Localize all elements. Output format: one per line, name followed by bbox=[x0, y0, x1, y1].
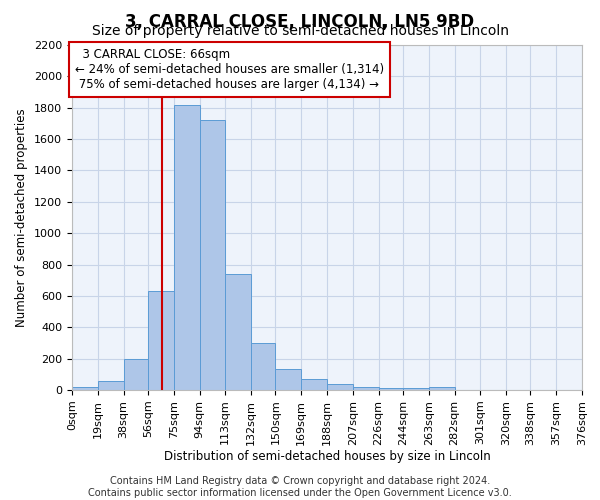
Bar bbox=[225, 274, 251, 390]
Text: 3 CARRAL CLOSE: 66sqm
← 24% of semi-detached houses are smaller (1,314)
 75% of : 3 CARRAL CLOSE: 66sqm ← 24% of semi-deta… bbox=[75, 48, 384, 91]
Bar bbox=[174, 104, 199, 390]
Text: Contains HM Land Registry data © Crown copyright and database right 2024.
Contai: Contains HM Land Registry data © Crown c… bbox=[88, 476, 512, 498]
Bar bbox=[148, 291, 174, 390]
Bar bbox=[251, 343, 275, 390]
Y-axis label: Number of semi-detached properties: Number of semi-detached properties bbox=[16, 108, 28, 327]
Text: Size of property relative to semi-detached houses in Lincoln: Size of property relative to semi-detach… bbox=[91, 24, 509, 38]
Bar bbox=[124, 358, 148, 390]
Bar bbox=[379, 388, 403, 390]
Bar bbox=[98, 382, 124, 390]
Bar bbox=[199, 120, 225, 390]
Bar bbox=[353, 387, 379, 390]
Bar bbox=[403, 388, 429, 390]
Bar bbox=[275, 369, 301, 390]
Bar bbox=[301, 379, 327, 390]
Bar bbox=[327, 384, 353, 390]
Bar bbox=[72, 387, 98, 390]
X-axis label: Distribution of semi-detached houses by size in Lincoln: Distribution of semi-detached houses by … bbox=[164, 450, 490, 464]
Text: 3, CARRAL CLOSE, LINCOLN, LN5 9BD: 3, CARRAL CLOSE, LINCOLN, LN5 9BD bbox=[125, 12, 475, 30]
Bar bbox=[429, 387, 455, 390]
